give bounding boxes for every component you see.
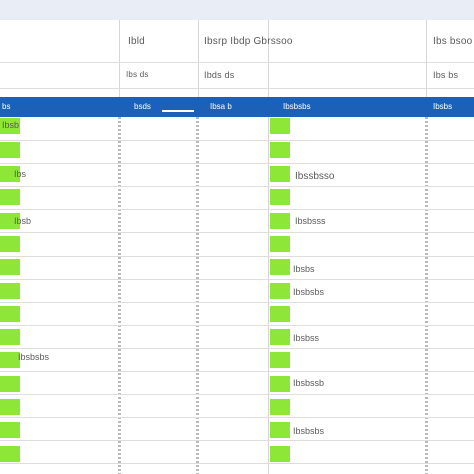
row-divider — [0, 394, 474, 395]
header-divider — [0, 62, 474, 63]
band-col1: bs — [2, 102, 11, 111]
row-label: Ibssbsso — [295, 171, 335, 182]
status-cell-green[interactable] — [0, 399, 20, 415]
subheader-col2: Ibs ds — [126, 70, 149, 79]
row-label: Ibsbs — [293, 264, 315, 274]
row-divider — [0, 163, 474, 164]
status-cell-green[interactable] — [270, 189, 290, 205]
band-col2: bsds — [134, 102, 151, 111]
column-resize-handle[interactable] — [118, 117, 121, 474]
row-divider — [0, 279, 474, 280]
status-cell-green[interactable] — [0, 213, 20, 229]
row-label: Ibsb — [2, 120, 20, 130]
column-resize-handle[interactable] — [196, 117, 199, 474]
row-divider — [0, 463, 474, 464]
status-cell-green[interactable] — [270, 213, 290, 229]
status-cell-green[interactable] — [0, 329, 20, 345]
row-divider — [0, 440, 474, 441]
row-divider — [0, 325, 474, 326]
row-label: Ibsb — [14, 216, 32, 226]
row-label: Ibs — [14, 169, 27, 179]
status-cell-green[interactable] — [270, 422, 290, 438]
header-col2[interactable]: Ibld — [128, 36, 145, 47]
status-cell-green[interactable] — [0, 352, 20, 368]
status-cell-green[interactable] — [0, 446, 20, 462]
status-cell-green[interactable] — [0, 166, 20, 182]
status-cell-green[interactable] — [270, 399, 290, 415]
status-cell-green[interactable] — [0, 118, 20, 134]
row-divider — [0, 348, 474, 349]
row-label: Ibsbsss — [295, 216, 326, 226]
status-cell-green[interactable] — [0, 376, 20, 392]
column-resize-handle[interactable] — [425, 117, 428, 474]
status-cell-green[interactable] — [0, 306, 20, 322]
row-label: Ibsbss — [293, 333, 320, 343]
status-cell-green[interactable] — [0, 283, 20, 299]
status-cell-green[interactable] — [0, 422, 20, 438]
row-divider — [0, 417, 474, 418]
status-cell-green[interactable] — [270, 329, 290, 345]
row-label: Ibsbsbs — [293, 287, 325, 297]
row-divider — [0, 186, 474, 187]
band-col3: Ibsa b — [210, 102, 232, 111]
status-cell-green[interactable] — [0, 189, 20, 205]
window-top-bar — [0, 0, 474, 20]
header-col5[interactable]: Ibs bsoo — [433, 36, 473, 47]
status-cell-green[interactable] — [270, 446, 290, 462]
status-cell-green[interactable] — [270, 236, 290, 252]
status-cell-green[interactable] — [270, 166, 290, 182]
row-divider — [0, 371, 474, 372]
status-cell-green[interactable] — [270, 376, 290, 392]
row-label: Ibsbsbs — [18, 352, 50, 362]
row-divider — [0, 302, 474, 303]
status-cell-green[interactable] — [270, 283, 290, 299]
row-label: Ibsbsbs — [293, 426, 325, 436]
band-col5: Ibsbs — [433, 102, 453, 111]
subheader-col3: Ibds ds — [204, 70, 235, 80]
status-cell-green[interactable] — [270, 306, 290, 322]
status-cell-green[interactable] — [270, 259, 290, 275]
status-cell-green[interactable] — [0, 236, 20, 252]
status-cell-green[interactable] — [270, 352, 290, 368]
status-cell-green[interactable] — [270, 142, 290, 158]
row-label: Ibsbssb — [293, 378, 325, 388]
subheader-divider — [0, 88, 474, 89]
column-separator — [268, 20, 269, 474]
subheader-col5: Ibs bs — [433, 70, 459, 80]
status-cell-green[interactable] — [0, 259, 20, 275]
row-divider — [0, 256, 474, 257]
row-divider — [0, 209, 474, 210]
band-col2-underline — [162, 110, 194, 112]
header-col3[interactable]: Ibsrp Ibdp Gbrssoo — [204, 36, 293, 47]
status-cell-green[interactable] — [0, 142, 20, 158]
band-col4: Ibsbsbs — [283, 102, 311, 111]
row-divider — [0, 232, 474, 233]
selected-row-band[interactable] — [0, 97, 474, 117]
status-cell-green[interactable] — [270, 118, 290, 134]
row-divider — [0, 140, 474, 141]
